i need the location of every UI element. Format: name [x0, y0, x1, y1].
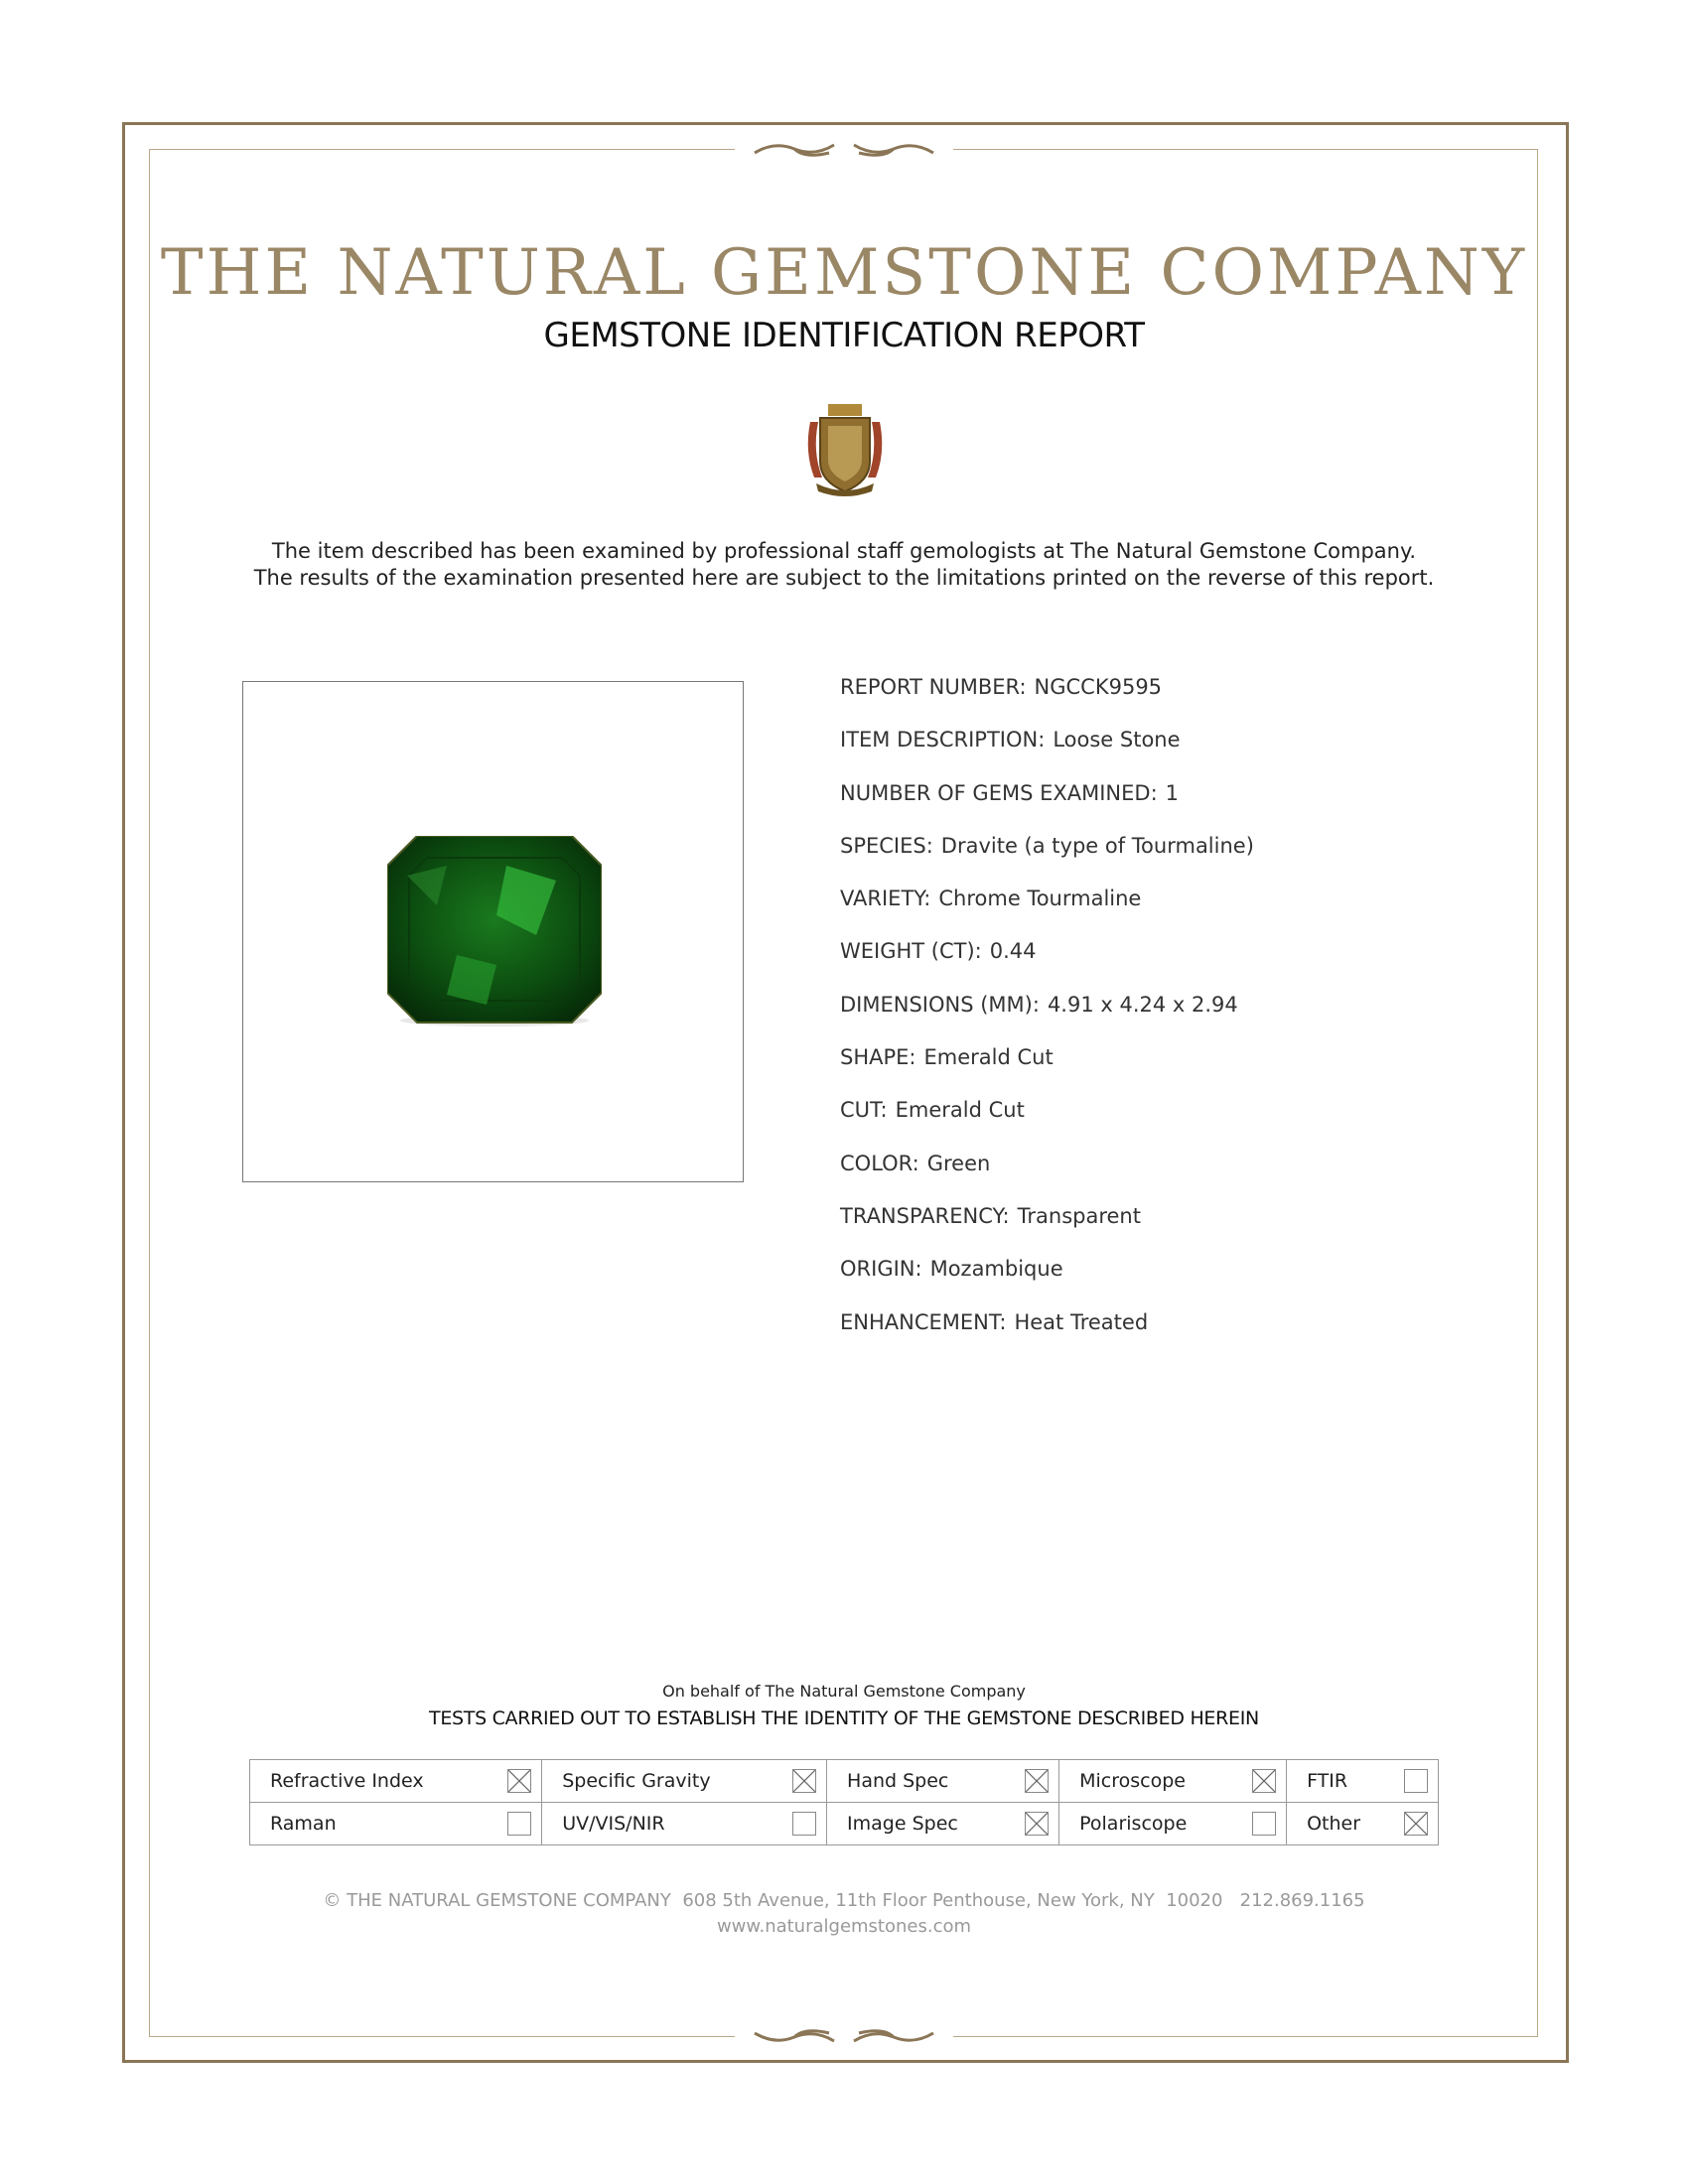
ornament-bottom-icon [735, 2021, 953, 2051]
field-label: REPORT NUMBER: [840, 675, 1027, 699]
crest-logo-icon [807, 404, 883, 496]
field-value: 4.91 x 4.24 x 2.94 [1047, 992, 1238, 1017]
field-value: Emerald Cut [895, 1098, 1025, 1123]
test-label: Polariscope [1079, 1813, 1188, 1835]
test-checkbox[interactable] [792, 1769, 817, 1793]
test-checkbox[interactable] [1252, 1769, 1277, 1793]
field-label: NUMBER OF GEMS EXAMINED: [840, 780, 1158, 805]
field-row: VARIETY: Chrome Tourmaline [840, 887, 1254, 939]
field-row: REPORT NUMBER: NGCCK9595 [840, 675, 1254, 728]
test-checkbox[interactable] [507, 1769, 532, 1793]
field-label: CUT: [840, 1098, 888, 1123]
test-label: Refractive Index [270, 1770, 424, 1792]
test-label: Specific Gravity [562, 1770, 711, 1792]
field-value: Transparent [1017, 1203, 1141, 1228]
field-label: ITEM DESCRIPTION: [840, 728, 1046, 752]
behalf-text: On behalf of The Natural Gemstone Compan… [662, 1682, 1026, 1701]
field-value: Mozambique [929, 1257, 1063, 1282]
footer-address: © THE NATURAL GEMSTONE COMPANY 608 5th A… [0, 1888, 1688, 1940]
intro-line: The item described has been examined by … [271, 539, 1417, 563]
field-label: ENHANCEMENT: [840, 1309, 1007, 1334]
test-label: Other [1307, 1813, 1361, 1835]
intro-line: The results of the examination presented… [253, 566, 1435, 590]
outer-border [122, 122, 1569, 2063]
test-cell: Raman [248, 1802, 543, 1845]
test-cell: Image Spec [826, 1802, 1060, 1845]
test-cell: UV/VIS/NIR [541, 1802, 828, 1845]
field-row: ENHANCEMENT: Heat Treated [840, 1310, 1254, 1363]
tests-table: Refractive Index Specific Gravity Hand Spe… [248, 1759, 1439, 1845]
field-row: ITEM DESCRIPTION: Loose Stone [840, 728, 1254, 780]
field-label: DIMENSIONS (MM): [840, 992, 1040, 1017]
field-label: WEIGHT (CT): [840, 939, 982, 964]
field-value: Chrome Tourmaline [938, 887, 1142, 911]
field-label: SHAPE: [840, 1045, 916, 1070]
test-checkbox[interactable] [1025, 1769, 1050, 1793]
test-cell: Hand Spec [826, 1759, 1060, 1803]
field-row: ORIGIN: Mozambique [840, 1257, 1254, 1309]
website-text: www.naturalgemstones.com [716, 1916, 972, 1937]
tests-row: Raman UV/VIS/NIR Image Spec Polariscope Othe… [248, 1802, 1439, 1845]
test-checkbox[interactable] [1404, 1812, 1428, 1836]
test-label: Image Spec [847, 1813, 958, 1835]
test-checkbox[interactable] [1025, 1812, 1050, 1836]
field-row: DIMENSIONS (MM): 4.91 x 4.24 x 2.94 [840, 993, 1254, 1045]
field-row: SPECIES: Dravite (a type of Tourmaline) [840, 834, 1254, 887]
intro-text: The item described has been examined by … [0, 538, 1688, 592]
field-value: NGCCK9595 [1034, 675, 1163, 699]
address-text: © THE NATURAL GEMSTONE COMPANY 608 5th A… [323, 1890, 1365, 1911]
test-cell: Other [1286, 1802, 1439, 1845]
field-label: COLOR: [840, 1151, 919, 1175]
field-value: 0.44 [989, 939, 1037, 964]
test-label: UV/VIS/NIR [562, 1813, 665, 1835]
field-value: Emerald Cut [923, 1045, 1054, 1070]
test-cell: Microscope [1058, 1759, 1288, 1803]
field-row: WEIGHT (CT): 0.44 [840, 939, 1254, 992]
test-checkbox[interactable] [1404, 1769, 1428, 1793]
field-row: NUMBER OF GEMS EXAMINED: 1 [840, 781, 1254, 834]
field-row: TRANSPARENCY: Transparent [840, 1204, 1254, 1257]
tests-row: Refractive Index Specific Gravity Hand Spe… [248, 1759, 1439, 1803]
field-label: SPECIES: [840, 833, 933, 858]
gem-photo [242, 681, 744, 1182]
gem-image [387, 836, 602, 1026]
field-value: Dravite (a type of Tourmaline) [940, 833, 1254, 858]
test-label: FTIR [1307, 1770, 1348, 1792]
test-cell: Specific Gravity [541, 1759, 828, 1803]
field-row: CUT: Emerald Cut [840, 1098, 1254, 1151]
field-value: Heat Treated [1014, 1309, 1149, 1334]
report-fields: REPORT NUMBER: NGCCK9595 ITEM DESCRIPTION:… [840, 675, 1254, 1363]
test-checkbox[interactable] [507, 1812, 532, 1836]
field-value: 1 [1165, 780, 1180, 805]
tests-title: TESTS CARRIED OUT TO ESTABLISH THE IDENT… [429, 1707, 1259, 1729]
test-cell: FTIR [1286, 1759, 1439, 1803]
field-label: ORIGIN: [840, 1257, 922, 1282]
test-cell: Refractive Index [248, 1759, 543, 1803]
test-label: Hand Spec [847, 1770, 949, 1792]
field-value: Loose Stone [1053, 728, 1181, 752]
test-checkbox[interactable] [1252, 1812, 1277, 1836]
field-label: VARIETY: [840, 887, 931, 911]
company-title: THE NATURAL GEMSTONE COMPANY [160, 236, 1528, 310]
test-cell: Polariscope [1058, 1802, 1288, 1845]
test-checkbox[interactable] [792, 1812, 817, 1836]
field-label: TRANSPARENCY: [840, 1203, 1010, 1228]
field-row: COLOR: Green [840, 1152, 1254, 1204]
ornament-top-icon [735, 135, 953, 165]
test-label: Microscope [1079, 1770, 1186, 1792]
test-label: Raman [270, 1813, 337, 1835]
field-value: Green [926, 1151, 991, 1175]
report-title: GEMSTONE IDENTIFICATION REPORT [543, 316, 1145, 355]
field-row: SHAPE: Emerald Cut [840, 1045, 1254, 1098]
